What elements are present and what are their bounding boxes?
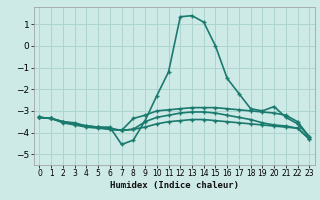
X-axis label: Humidex (Indice chaleur): Humidex (Indice chaleur) bbox=[110, 181, 239, 190]
